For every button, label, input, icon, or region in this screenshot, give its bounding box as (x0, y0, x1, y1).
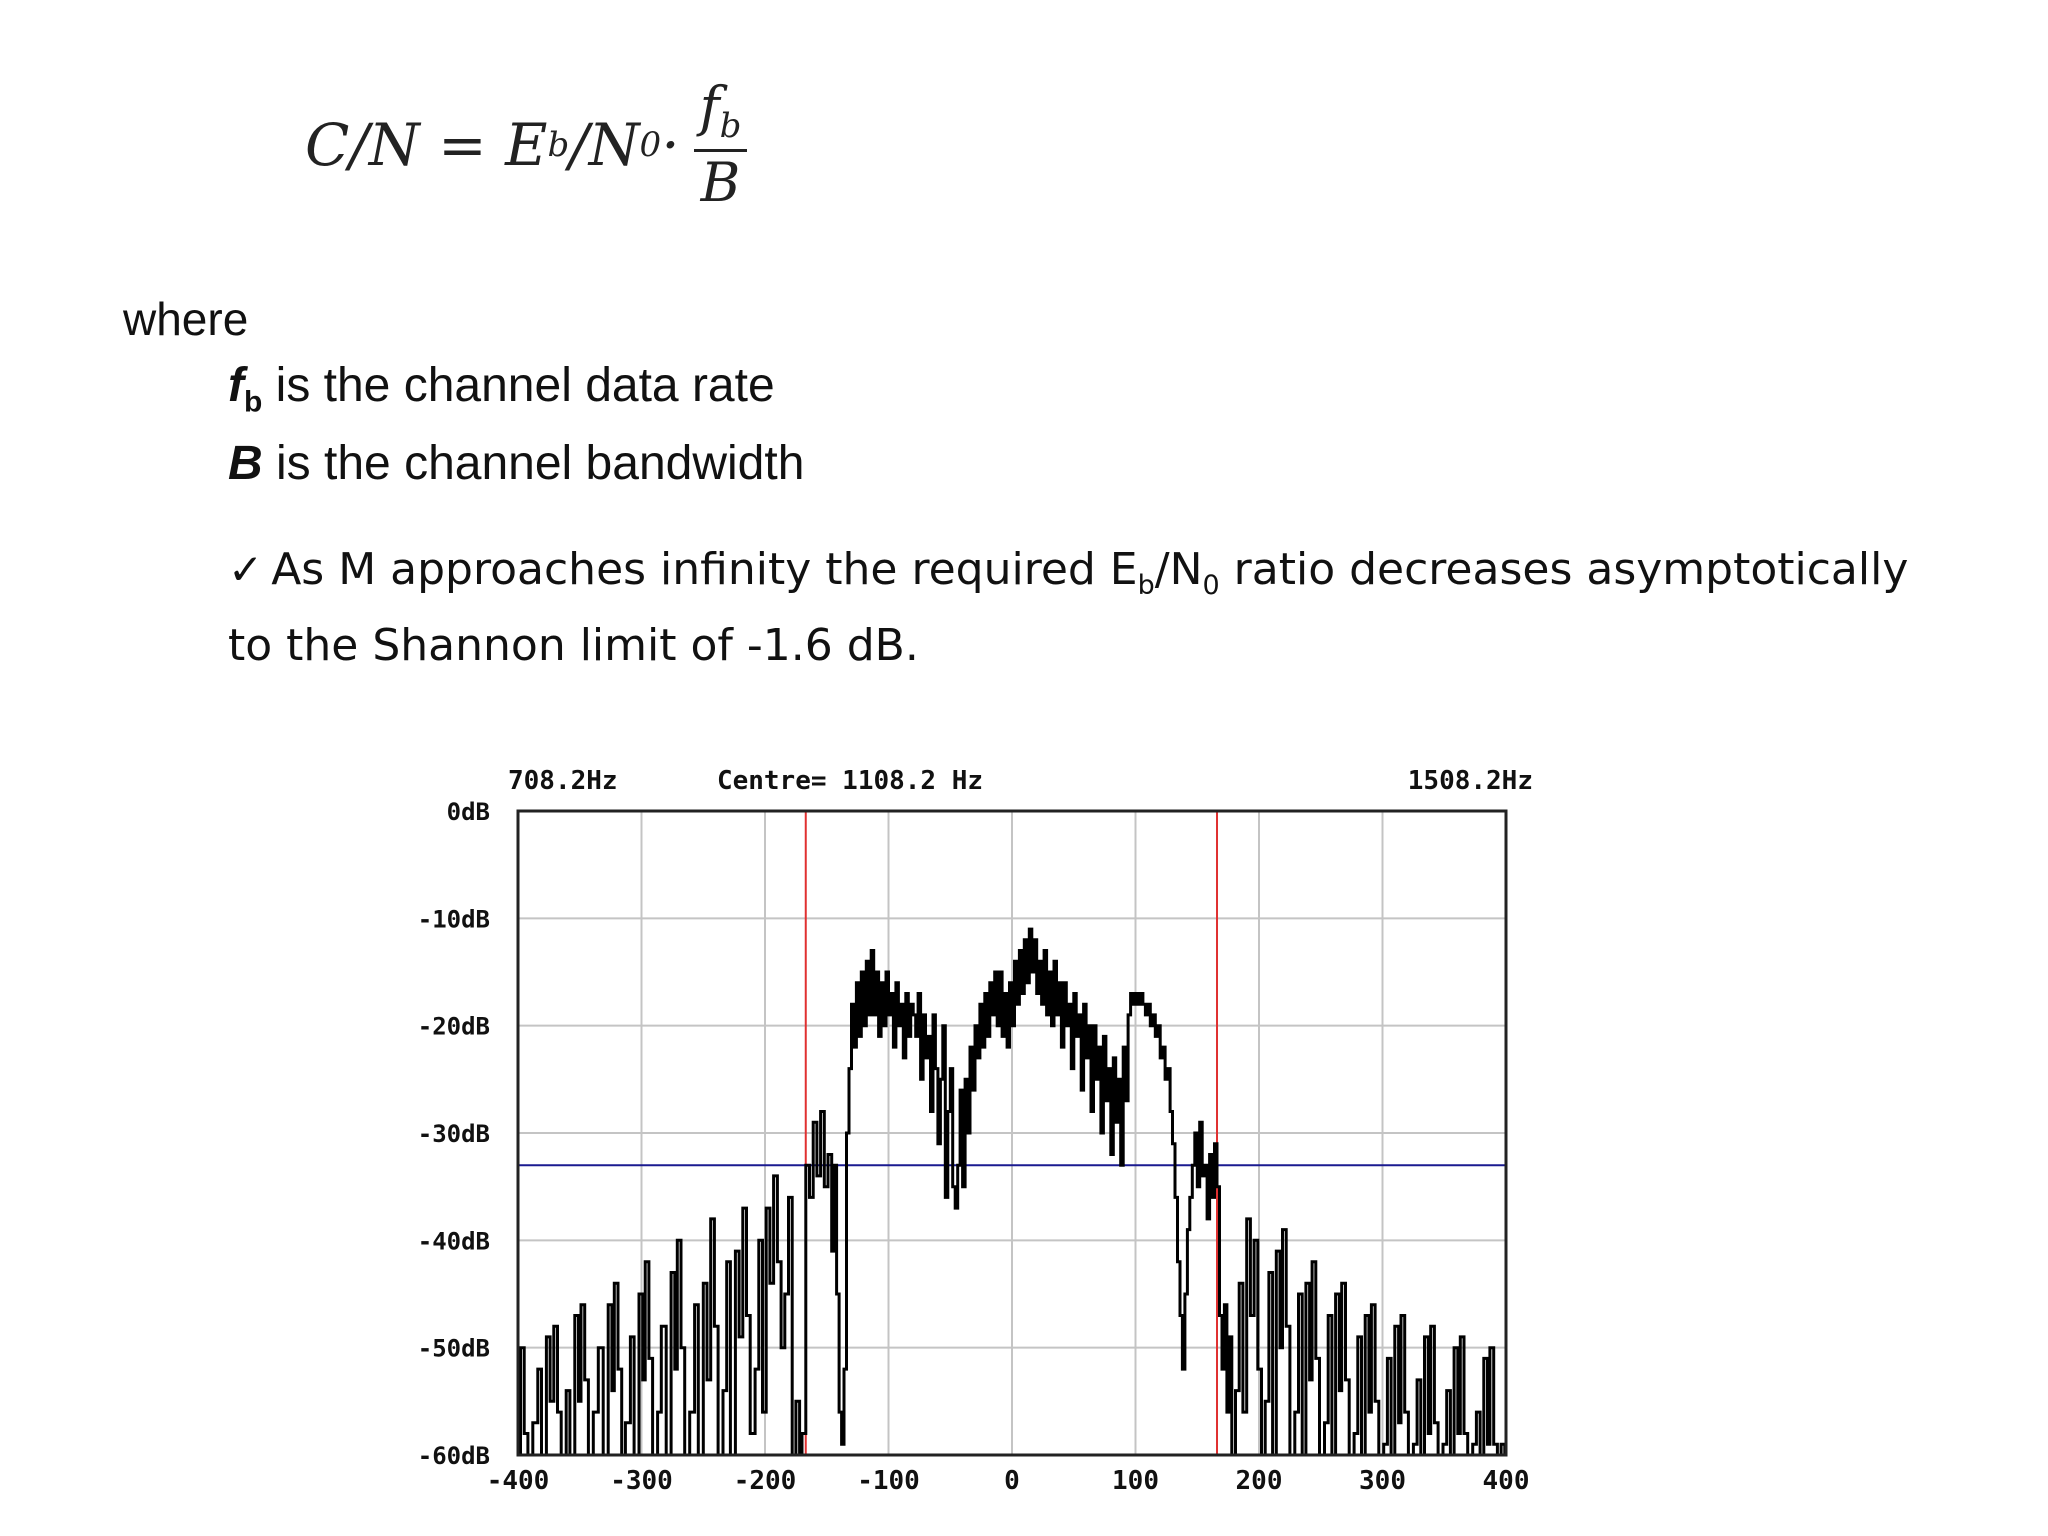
formula-fraction: fb B (693, 80, 748, 214)
x-axis-labels: -400 -300 -200 -100 0 100 200 300 400 (487, 1466, 1530, 1496)
x-tick-label: 400 (1483, 1466, 1530, 1496)
y-tick-label: 0dB (447, 798, 490, 826)
y-tick-label: -30dB (418, 1120, 490, 1148)
y-tick-label: -10dB (418, 905, 490, 933)
definition-symbol-sub: b (243, 385, 263, 419)
x-tick-label: -300 (610, 1466, 673, 1496)
formula-lhs: C/N = E (305, 110, 548, 179)
header-centre-freq: Centre= 1108.2 Hz (717, 766, 983, 796)
note-part2: /N (1154, 544, 1203, 595)
y-tick-label: -50dB (418, 1335, 490, 1363)
definition-fb: fb is the channel data rate (228, 355, 804, 433)
definitions-list: fb is the channel data rate B is the cha… (228, 355, 804, 494)
formula-lhs-sub: b (547, 124, 570, 165)
x-tick-label: 200 (1236, 1466, 1283, 1496)
x-tick-label: 0 (1004, 1466, 1020, 1496)
plot-frame (516, 809, 1508, 1457)
y-tick-label: -60dB (418, 1442, 490, 1470)
formula-num-text: f (699, 75, 720, 138)
y-axis-labels: 0dB -10dB -20dB -30dB -40dB -50dB -60dB (418, 798, 490, 1470)
formula-numerator: fb (693, 80, 748, 152)
where-label: where (123, 293, 249, 345)
note-part3: ratio decreases asymptotically to the Sh… (228, 544, 1909, 671)
definition-b: B is the channel bandwidth (228, 433, 804, 494)
spectrum-trace-group (518, 927, 1507, 1457)
note-sub2: 0 (1202, 569, 1220, 601)
x-tick-label: -400 (487, 1466, 550, 1496)
definition-symbol: f (228, 359, 244, 412)
shannon-note: ✓ As M approaches infinity the required E… (228, 540, 1928, 676)
formula-denominator: B (700, 150, 741, 214)
header-right-freq: 1508.2Hz (1408, 766, 1533, 796)
header-left-freq: 708.2Hz (508, 766, 618, 796)
note-sub1: b (1137, 569, 1155, 601)
formula-dot: · (661, 110, 680, 179)
formula-mid: /N (569, 110, 640, 179)
note-part1: As M approaches infinity the required E (271, 544, 1138, 595)
y-tick-label: -20dB (418, 1013, 490, 1041)
x-tick-label: -200 (734, 1466, 797, 1496)
formula-num-sub: b (719, 105, 742, 146)
checkmark-icon: ✓ (228, 545, 264, 594)
x-tick-label: 100 (1112, 1466, 1159, 1496)
y-tick-label: -40dB (418, 1227, 490, 1255)
x-tick-label: -100 (857, 1466, 920, 1496)
definition-text: is the channel data rate (262, 359, 775, 412)
definition-text: is the channel bandwidth (262, 436, 805, 490)
x-tick-label: 300 (1359, 1466, 1406, 1496)
spectrum-trace (518, 927, 1507, 1457)
formula-mid-sub: 0 (639, 124, 662, 165)
spectrum-chart: 0dB -10dB -20dB -30dB -40dB -50dB -60dB -400 -3… (418, 766, 1533, 1496)
definition-symbol: B (228, 436, 263, 490)
